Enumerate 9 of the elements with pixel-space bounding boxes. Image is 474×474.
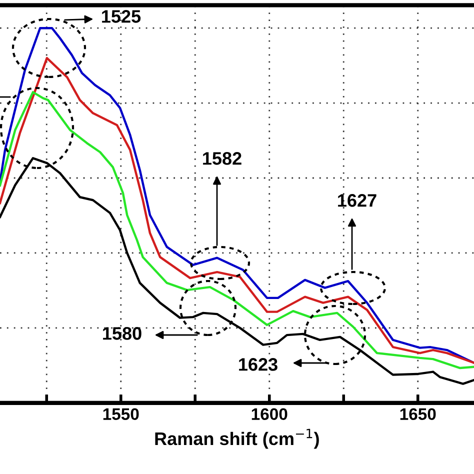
annotation: 1623 [239,358,278,371]
x-axis-title: Raman shift (cm$^{−1}$) [155,428,319,449]
annotation: 1627 [338,194,376,207]
x-tick-label: 1550 [103,408,139,420]
x-tick-label: 1650 [400,408,436,420]
annotation: 1580 [103,327,142,340]
annotation: 1582 [203,152,242,165]
text: 1525 [102,10,141,23]
x-tick-label: 1600 [252,408,288,420]
